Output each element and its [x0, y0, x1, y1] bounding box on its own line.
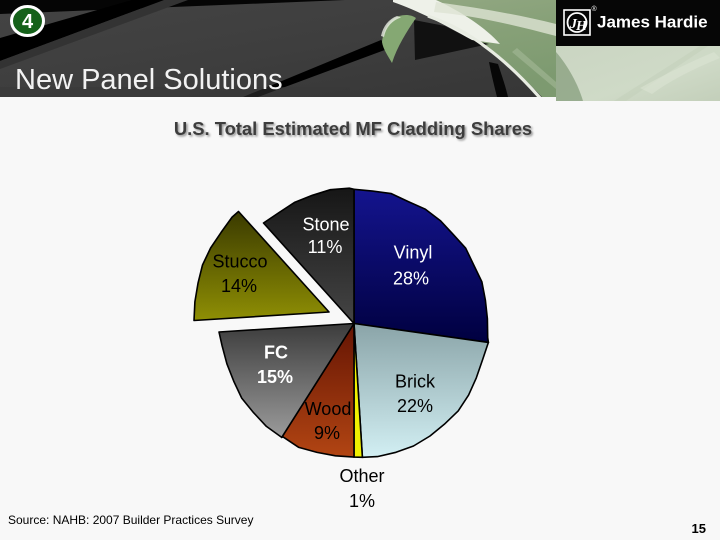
svg-text:28%: 28%	[393, 269, 429, 289]
svg-text:1%: 1%	[349, 491, 375, 511]
svg-text:Stucco: Stucco	[212, 252, 267, 272]
svg-text:15%: 15%	[257, 367, 293, 387]
svg-text:®: ®	[592, 5, 598, 13]
svg-text:Brick: Brick	[395, 372, 436, 392]
svg-text:H: H	[575, 19, 588, 34]
svg-text:11%: 11%	[308, 237, 343, 257]
svg-text:14%: 14%	[221, 276, 257, 296]
svg-text:Vinyl: Vinyl	[394, 243, 433, 263]
svg-text:Wood: Wood	[305, 399, 352, 419]
svg-text:James Hardie: James Hardie	[597, 13, 708, 32]
svg-text:Other: Other	[339, 466, 384, 486]
svg-text:9%: 9%	[314, 423, 340, 443]
svg-text:J: J	[569, 17, 578, 32]
svg-text:Stone: Stone	[302, 215, 349, 235]
svg-text:FC: FC	[264, 343, 288, 363]
svg-text:4: 4	[22, 11, 34, 33]
svg-text:22%: 22%	[397, 396, 433, 416]
